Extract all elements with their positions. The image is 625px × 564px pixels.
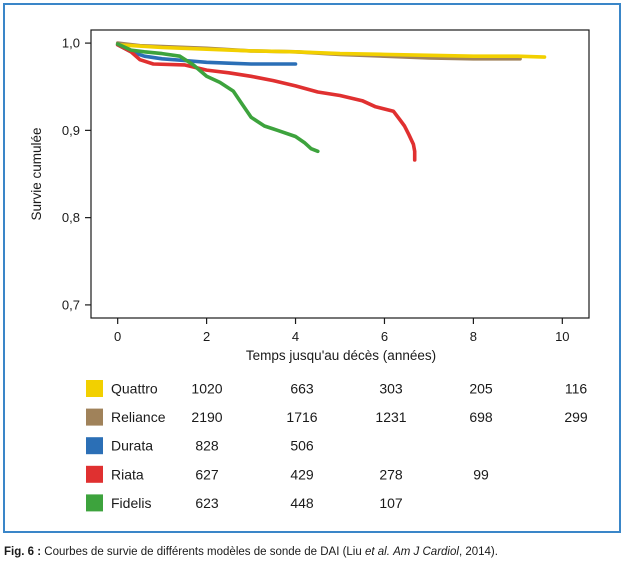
legend-label: Riata [111,466,144,482]
at-risk-count: 1231 [375,409,406,425]
legend-label: Reliance [111,409,166,425]
y-tick-label: 0,8 [62,210,80,225]
at-risk-count: 623 [195,495,219,511]
at-risk-count: 1716 [286,409,317,425]
at-risk-count: 663 [290,381,314,397]
at-risk-count: 99 [473,466,489,482]
at-risk-count: 116 [565,381,588,397]
y-tick-label: 0,7 [62,297,80,312]
risk-table: Quattro 1020 663 303 205 116 Reliance 2190 1716 1… [86,380,588,512]
at-risk-count: 627 [195,466,219,482]
x-tick-label: 6 [381,329,388,344]
x-axis-title: Temps jusqu'au décès (années) [246,348,436,363]
at-risk-count: 278 [379,466,403,482]
figure-caption: Fig. 6 : Courbes de survie de différents… [4,546,498,558]
at-risk-count: 448 [290,495,314,511]
legend-swatch [86,408,103,426]
x-tick-label: 2 [203,329,210,344]
legend-swatch [86,380,103,397]
series-line-quattro [115,43,547,59]
series-layer [115,41,547,162]
survival-chart: 1,0 0,9 0,8 0,7 0 2 4 6 8 10 Survie cumulée Temp… [29,29,590,512]
risk-row-riata: Riata 627 429 278 99 [86,465,489,483]
x-tick-label: 0 [114,329,121,344]
caption-et-al: et al. [364,546,390,558]
y-tick-label: 0,9 [62,123,80,138]
at-risk-count: 828 [195,438,219,454]
x-axis: 0 2 4 6 8 10 [114,318,570,344]
risk-row-quattro: Quattro 1020 663 303 205 116 [86,380,587,397]
at-risk-count: 205 [469,381,493,397]
risk-row-durata: Durata 828 506 [86,437,314,455]
x-tick-label: 10 [555,329,569,344]
caption-text-before: Courbes de survie de différents modèles … [41,546,365,558]
legend-swatch [86,494,103,512]
legend-swatch [86,437,103,455]
at-risk-count: 107 [379,495,403,511]
legend-label: Fidelis [111,495,151,511]
y-axis: 1,0 0,9 0,8 0,7 [62,36,91,312]
caption-text-after: , 2014). [458,546,498,558]
at-risk-count: 429 [290,466,314,482]
x-tick-label: 8 [470,329,477,344]
caption-journal: Am J Cardiol [393,546,459,558]
risk-row-fidelis: Fidelis 623 448 107 [86,494,403,512]
at-risk-count: 1020 [191,381,222,397]
y-tick-label: 1,0 [62,36,80,51]
risk-row-reliance: Reliance 2190 1716 1231 698 299 [86,408,588,426]
at-risk-count: 2190 [191,409,222,425]
legend-swatch [86,465,103,483]
series-line-riata [115,43,417,162]
legend-label: Quattro [111,381,158,397]
series-line-fidelis [115,42,320,154]
y-axis-title: Survie cumulée [29,127,44,220]
caption-label: Fig. 6 : [4,546,42,558]
at-risk-count: 698 [469,409,493,425]
x-tick-label: 4 [292,329,299,344]
at-risk-count: 303 [379,381,403,397]
at-risk-count: 299 [564,409,588,425]
at-risk-count: 506 [290,438,314,454]
plot-area [90,29,590,319]
legend-label: Durata [111,438,153,454]
